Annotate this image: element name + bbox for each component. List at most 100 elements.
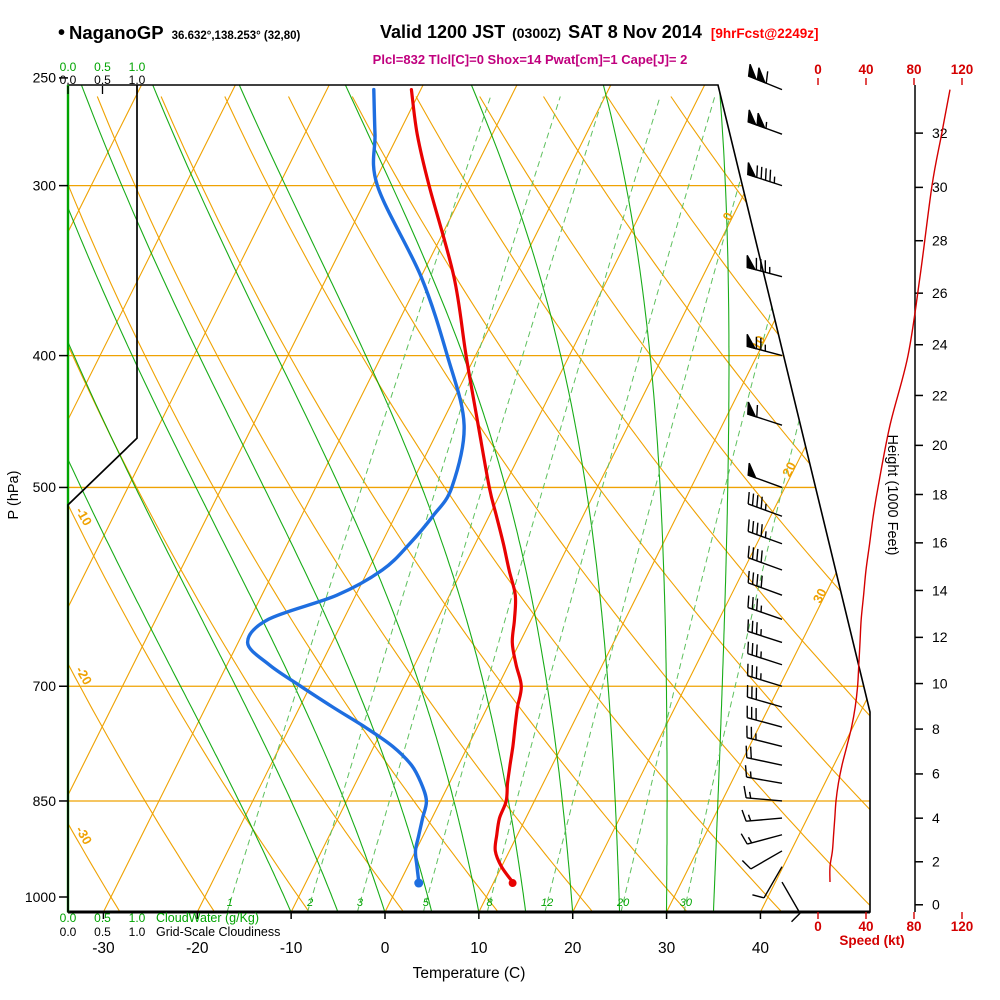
chart-header: • NaganoGP 36.632°,138.253° (32,80) Vali… [0, 22, 1000, 48]
dry-adiabat-label: -10 [73, 505, 95, 529]
height-tick-label: 22 [932, 387, 948, 403]
height-tick-label: 28 [932, 233, 948, 249]
speed-tick-label-top: 80 [906, 62, 921, 77]
height-tick-label: 12 [932, 629, 948, 645]
mixing-ratio-label: 2 [306, 897, 313, 909]
valid-time: Valid 1200 JST [380, 22, 506, 42]
temperature-tick-label: -10 [280, 940, 303, 957]
height-tick-label: 6 [932, 766, 940, 782]
wind-barb [747, 641, 783, 666]
temperature-tick-label: 0 [381, 940, 390, 957]
wind-barb [743, 785, 783, 802]
temperature-axis-label: Temperature (C) [413, 965, 526, 982]
height-tick-label: 0 [932, 897, 940, 913]
mixing-ratio-label: 30 [680, 897, 693, 909]
cloudiness-scale-tick-bottom: 1.0 [129, 925, 146, 939]
valid-zulu-time: (0300Z) [512, 25, 562, 41]
isotherm-label: 30 [810, 586, 830, 606]
dry-adiabat-lines [68, 96, 870, 912]
wind-barb [746, 333, 783, 357]
height-tick-label: 30 [932, 179, 948, 195]
moist-adiabat-lines [68, 85, 730, 912]
cloudwater-scale-tick-top: 1.0 [129, 60, 146, 74]
wind-barb [740, 833, 783, 845]
wind-barb [746, 685, 783, 708]
height-tick-label: 24 [932, 337, 948, 353]
cloudwater-scale-tick-bottom: 1.0 [129, 911, 146, 925]
mixing-ratio-label: 8 [487, 897, 494, 909]
pressure-tick-label: 1000 [25, 889, 56, 905]
speed-axis-label: Speed (kt) [839, 933, 904, 948]
valid-time-group: Valid 1200 JST (0300Z) SAT 8 Nov 2014 [9… [380, 22, 819, 43]
station-group: • NaganoGP 36.632°,138.253° (32,80) [58, 22, 300, 45]
dry-adiabat-label: -30 [73, 823, 95, 847]
temperature-tick-label: 10 [470, 940, 488, 957]
height-tick-label: 8 [932, 721, 940, 737]
temperature-axis: -30 -20 -10 0 10 20 30 40 Temperature (C) [92, 912, 769, 982]
cloudwater-scale-tick-bottom: 0.0 [60, 911, 77, 925]
cloudiness-scale-tick-top: 0.0 [60, 73, 77, 87]
pressure-tick-label: 300 [33, 177, 57, 193]
forecast-tag: [9hrFcst@2249z] [710, 26, 819, 41]
dewpoint-curve [245, 87, 466, 884]
fraction-scales: 0.00.00.50.51.01.00.00.00.50.51.01.0Clou… [60, 60, 281, 939]
speed-tick-label-top: 0 [814, 62, 822, 77]
wind-barb [747, 545, 783, 571]
height-tick-label: 14 [932, 582, 948, 598]
cloudiness-scale-tick-bottom: 0.0 [60, 925, 77, 939]
height-tick-label: 4 [932, 810, 940, 826]
pressure-tick-label: 400 [33, 347, 57, 363]
height-tick-label: 10 [932, 675, 948, 691]
cloudiness-profile-line [67, 84, 138, 913]
stability-indices: Plcl=832 Tlcl[C]=0 Shox=14 Pwat[cm]=1 Ca… [372, 52, 688, 67]
mixing-ratio-label: 20 [616, 897, 630, 909]
wind-barb-column [740, 63, 801, 923]
temperature-tick-label: 30 [658, 940, 676, 957]
wind-barb [747, 491, 783, 517]
pressure-axis: 250 300 400 500 700 850 1000 P (hPa) [6, 70, 68, 905]
height-tick-label: 26 [932, 285, 948, 301]
mixing-ratio-label: 12 [541, 897, 553, 909]
wind-barb [747, 462, 783, 489]
background-grid [68, 85, 870, 912]
speed-tick-label-bottom: 120 [951, 919, 974, 934]
mixing-ratio-label: 1 [227, 897, 233, 909]
mixing-ratio-lines [226, 96, 870, 912]
surface-dewpoint-dot [414, 878, 424, 888]
height-axis-label: Height (1000 Feet) [884, 435, 900, 556]
station-name: NaganoGP [69, 22, 164, 43]
pressure-tick-label: 250 [33, 70, 57, 86]
station-bullet: • [58, 22, 66, 44]
wind-barb [746, 255, 783, 278]
height-tick-label: 20 [932, 437, 948, 453]
height-tick-label: 2 [932, 854, 940, 870]
mixing-ratio-label: 3 [357, 897, 364, 909]
wind-barb [747, 63, 783, 91]
wind-barb [744, 765, 783, 785]
wind-barb [747, 570, 783, 596]
speed-tick-label-bottom: 80 [906, 919, 921, 934]
speed-tick-label-bottom: 40 [858, 919, 873, 934]
wind-barb [747, 595, 783, 620]
speed-tick-label-top: 120 [951, 62, 974, 77]
pressure-axis-label: P (hPa) [6, 471, 22, 520]
isotherm-label: 20 [779, 459, 799, 479]
wind-barb [752, 866, 783, 899]
wind-barb [747, 619, 783, 644]
temperature-tick-label: -30 [92, 940, 115, 957]
cloudwater-scale-tick-top: 0.5 [94, 60, 111, 74]
height-tick-label: 32 [932, 125, 948, 141]
wind-barb [741, 850, 783, 870]
wind-barb [747, 162, 783, 187]
cloudiness-scale-tick-bottom: 0.5 [94, 925, 111, 939]
wind-barb [781, 881, 801, 923]
speed-tick-label-bottom: 0 [814, 919, 822, 934]
wind-barb [746, 705, 783, 728]
wind-speed-curve [829, 89, 951, 883]
wind-barb [747, 401, 783, 426]
height-tick-label: 18 [932, 486, 948, 502]
